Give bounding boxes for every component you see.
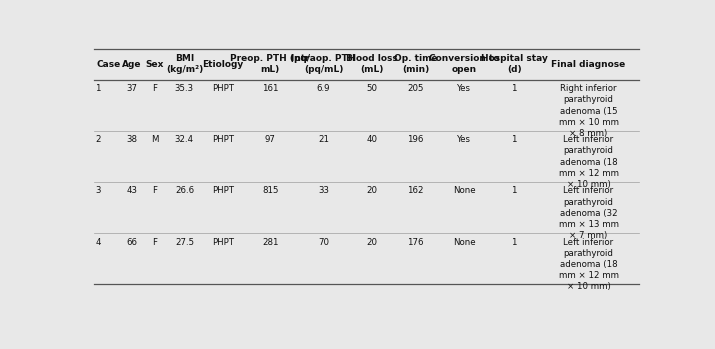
Text: PHPT: PHPT — [212, 238, 234, 246]
Text: Case: Case — [96, 60, 120, 68]
Text: Sex: Sex — [146, 60, 164, 68]
Text: M: M — [151, 135, 159, 144]
Text: Hospital stay
(d): Hospital stay (d) — [480, 54, 548, 74]
Text: Right inferior
parathyroid
adenoma (15
mm × 10 mm
× 8 mm): Right inferior parathyroid adenoma (15 m… — [558, 84, 618, 138]
Text: 35.3: 35.3 — [175, 84, 194, 93]
Text: 3: 3 — [96, 186, 101, 195]
Text: Preop. PTH (pq/
mL): Preop. PTH (pq/ mL) — [230, 54, 310, 74]
Text: 176: 176 — [408, 238, 424, 246]
Text: 27.5: 27.5 — [175, 238, 194, 246]
Text: 162: 162 — [408, 186, 424, 195]
Text: Blood loss
(mL): Blood loss (mL) — [346, 54, 398, 74]
Text: 50: 50 — [366, 84, 378, 93]
Text: Final diagnose: Final diagnose — [551, 60, 626, 68]
Text: 196: 196 — [408, 135, 424, 144]
Text: None: None — [453, 238, 475, 246]
Text: 205: 205 — [408, 84, 424, 93]
Text: 32.4: 32.4 — [175, 135, 194, 144]
Text: 26.6: 26.6 — [175, 186, 194, 195]
Text: PHPT: PHPT — [212, 84, 234, 93]
Text: 161: 161 — [262, 84, 278, 93]
Text: Left inferior
parathyroid
adenoma (18
mm × 12 mm
× 10 mm): Left inferior parathyroid adenoma (18 mm… — [558, 238, 618, 291]
Text: 4: 4 — [96, 238, 101, 246]
Text: 815: 815 — [262, 186, 278, 195]
Text: Yes: Yes — [457, 84, 471, 93]
Text: 33: 33 — [318, 186, 329, 195]
Text: 1: 1 — [511, 186, 517, 195]
Text: None: None — [453, 186, 475, 195]
Text: 1: 1 — [511, 84, 517, 93]
Text: PHPT: PHPT — [212, 135, 234, 144]
Text: 6.9: 6.9 — [317, 84, 330, 93]
Text: 66: 66 — [127, 238, 138, 246]
Text: 1: 1 — [511, 238, 517, 246]
Text: Op. time
(min): Op. time (min) — [394, 54, 438, 74]
Text: 38: 38 — [127, 135, 138, 144]
Text: Etiology: Etiology — [202, 60, 244, 68]
Text: Left inferior
parathyroid
adenoma (32
mm × 13 mm
× 7 mm): Left inferior parathyroid adenoma (32 mm… — [558, 186, 618, 240]
Text: PHPT: PHPT — [212, 186, 234, 195]
Text: Age: Age — [122, 60, 142, 68]
Text: 20: 20 — [366, 186, 378, 195]
Text: 43: 43 — [127, 186, 138, 195]
Text: Left inferior
parathyroid
adenoma (18
mm × 12 mm
× 10 mm): Left inferior parathyroid adenoma (18 mm… — [558, 135, 618, 189]
Text: BMI
(kg/m²): BMI (kg/m²) — [166, 54, 203, 74]
Text: 97: 97 — [265, 135, 276, 144]
Text: 1: 1 — [511, 135, 517, 144]
Text: 37: 37 — [127, 84, 138, 93]
Text: F: F — [152, 84, 157, 93]
Text: 2: 2 — [96, 135, 101, 144]
Text: Yes: Yes — [457, 135, 471, 144]
Text: 40: 40 — [366, 135, 378, 144]
Text: Conversion to
open: Conversion to open — [429, 54, 499, 74]
Text: 70: 70 — [318, 238, 329, 246]
Text: 281: 281 — [262, 238, 278, 246]
Text: 20: 20 — [366, 238, 378, 246]
Text: 1: 1 — [96, 84, 101, 93]
Text: F: F — [152, 186, 157, 195]
Text: F: F — [152, 238, 157, 246]
Text: 21: 21 — [318, 135, 329, 144]
Text: Intraop. PTH
(pq/mL): Intraop. PTH (pq/mL) — [292, 54, 356, 74]
